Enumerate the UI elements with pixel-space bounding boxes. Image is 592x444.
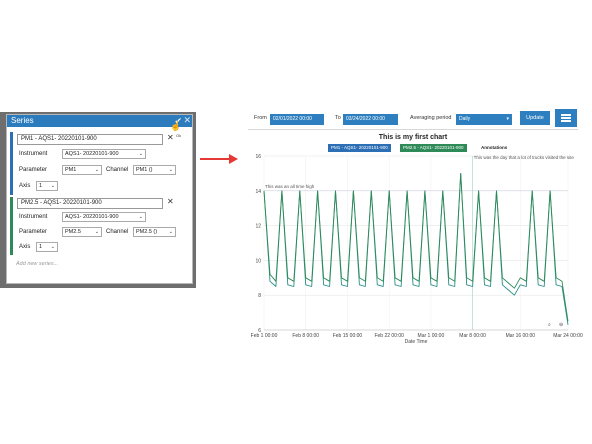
chevron-down-icon: ⌄: [94, 229, 99, 235]
chart-panel: From 02/01/2022 00:00 To 03/24/2022 00:0…: [248, 107, 583, 345]
chevron-down-icon: ⌄: [168, 167, 173, 173]
update-button[interactable]: Update: [520, 111, 550, 125]
instrument-value: AQS1- 20220101-900: [65, 151, 119, 157]
x-tick-label: Feb 1 00:00: [251, 333, 278, 339]
chevron-down-icon: ▾: [506, 116, 509, 122]
channel-label: Channel: [106, 229, 129, 235]
channel-label: Channel: [106, 167, 129, 173]
parameter-label: Parameter: [19, 167, 48, 173]
series-name-input[interactable]: PM2.5 - AQS1- 20220101-900: [17, 198, 163, 209]
series-color-bar: [10, 132, 13, 195]
mouse-cursor-icon: ☝: [170, 121, 182, 131]
chevron-down-icon: ⌄: [138, 151, 143, 157]
zoom-icon: ⌕: [548, 322, 551, 328]
delete-series-icon[interactable]: ✕: [167, 197, 174, 206]
from-date-input[interactable]: 02/01/2022 00:00: [270, 114, 324, 125]
chevron-down-icon: ⌄: [168, 229, 173, 235]
x-tick-label: Feb 22 00:00: [374, 333, 404, 339]
to-label: To: [335, 115, 341, 121]
y-tick-label: 6: [258, 328, 261, 334]
x-tick-label: Mar 8 00:00: [459, 333, 486, 339]
series-dialog-header: Series ✔ ✕: [7, 115, 192, 127]
axis-select[interactable]: 1 ⌄: [36, 242, 58, 252]
check-icon[interactable]: ✔: [174, 116, 182, 126]
hamburger-menu-icon[interactable]: [555, 109, 577, 127]
parameter-select[interactable]: PM2.5 ⌄: [62, 227, 102, 237]
averaging-period-value: Daily: [459, 116, 471, 122]
add-series-input[interactable]: Add new series...: [16, 261, 59, 267]
parameter-label: Parameter: [19, 229, 48, 235]
to-date-input[interactable]: 03/24/2022 00:00: [343, 114, 398, 125]
annotation-label: This was an all time high: [265, 184, 315, 189]
instrument-label: Instrument: [19, 214, 48, 220]
x-tick-label: Feb 15 00:00: [333, 333, 363, 339]
chevron-down-icon: ⌄: [138, 214, 143, 220]
y-tick-label: 8: [258, 293, 261, 299]
channel-value: PM1 (): [136, 167, 153, 173]
channel-value: PM2.5 (): [136, 229, 158, 235]
annotation-label: This was the day that a lot of trucks vi…: [474, 155, 575, 160]
chevron-down-icon: ⌄: [94, 167, 99, 173]
x-tick-label: Mar 1 00:00: [418, 333, 445, 339]
axis-value: 1: [39, 244, 43, 250]
chart-area: This is my first chart PM1 - AQS1- 20220…: [248, 129, 583, 345]
axis-select[interactable]: 1 ⌄: [36, 181, 58, 191]
legend-item-pm1[interactable]: PM1 - AQS1- 20220101-900: [328, 144, 391, 152]
averaging-period-select[interactable]: Daily ▾: [456, 114, 512, 125]
series-dialog: Series ✔ ✕ PM1 - AQS1- 20220101-900 ✕ In…: [6, 114, 193, 284]
parameter-value: PM1: [65, 167, 77, 173]
series-line: [263, 172, 569, 322]
axis-label: Axis: [19, 183, 31, 189]
legend-item-pm25[interactable]: PM2.5 - AQS1- 20220101-900: [400, 144, 467, 152]
chevron-down-icon: ⌄: [50, 183, 55, 189]
instrument-select[interactable]: AQS1- 20220101-900 ⌄: [62, 212, 146, 222]
series-dialog-title: Series: [11, 116, 34, 125]
channel-select[interactable]: PM2.5 () ⌄: [133, 227, 176, 237]
channel-select[interactable]: PM1 () ⌄: [133, 165, 176, 175]
axis-label: Axis: [19, 244, 31, 250]
series-item: PM1 - AQS1- 20220101-900 ✕ Instrument AQ…: [10, 132, 186, 195]
series-color-bar: [10, 197, 13, 255]
from-label: From: [254, 115, 267, 121]
x-tick-label: Mar 16 00:00: [506, 333, 536, 339]
red-arrow-head: [229, 154, 238, 164]
legend-item-annotations[interactable]: Annotations: [481, 145, 508, 150]
chart-title: This is my first chart: [378, 134, 448, 141]
series-line: [263, 172, 569, 325]
series-name-input[interactable]: PM1 - AQS1- 20220101-900: [17, 134, 163, 145]
series-item: PM2.5 - AQS1- 20220101-900 ✕ Instrument …: [10, 197, 186, 255]
delete-series-icon[interactable]: ✕: [167, 133, 174, 142]
line-chart: 6 8 10 12 14 16 Feb 1 00:00 Feb 8 00:00 Feb 15 0…: [251, 154, 583, 345]
averaging-period-label: Averaging period: [410, 115, 452, 121]
x-tick-label: Feb 8 00:00: [292, 333, 319, 339]
y-tick-label: 14: [255, 189, 261, 195]
instrument-select[interactable]: AQS1- 20220101-900 ⌄: [62, 149, 146, 159]
chart-legend: PM1 - AQS1- 20220101-900 PM2.5 - AQS1- 2…: [248, 144, 578, 153]
y-tick-label: 16: [255, 154, 261, 160]
zoom-reset-icon: ⊖: [559, 322, 563, 328]
chevron-down-icon: ⌄: [50, 244, 55, 250]
x-axis-label: Date Time: [405, 339, 428, 345]
parameter-select[interactable]: PM1 ⌄: [62, 165, 102, 175]
y-tick-label: 10: [255, 258, 261, 264]
instrument-value: AQS1- 20220101-900: [65, 214, 119, 220]
x-tick-label: Mar 24 00:00: [553, 333, 583, 339]
ok-tooltip: Ok: [176, 133, 182, 138]
instrument-label: Instrument: [19, 151, 48, 157]
axis-value: 1: [39, 183, 43, 189]
red-arrow: [200, 158, 230, 160]
parameter-value: PM2.5: [65, 229, 81, 235]
y-tick-label: 12: [255, 224, 261, 230]
close-icon[interactable]: ✕: [183, 115, 191, 125]
